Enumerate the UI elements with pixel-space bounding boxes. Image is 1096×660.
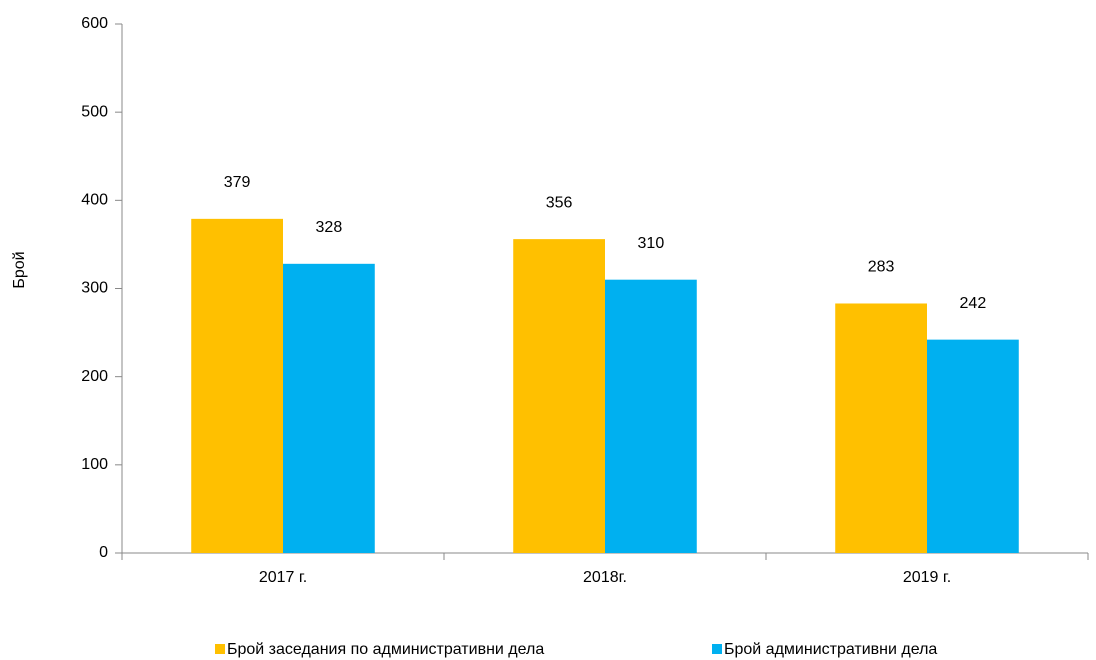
data-label: 310 [638, 235, 665, 252]
y-tick-label: 500 [81, 103, 108, 120]
bar [191, 218, 283, 553]
y-tick-label: 200 [81, 368, 108, 385]
data-label: 379 [224, 174, 251, 191]
x-tick-label: 2017 г. [259, 569, 307, 586]
bar [835, 303, 927, 553]
x-tick-label: 2019 г. [903, 569, 951, 586]
bar [927, 339, 1019, 553]
y-axis-label: Брой [11, 251, 28, 288]
bar [605, 279, 697, 553]
y-tick-label: 100 [81, 456, 108, 473]
legend-swatch [712, 644, 722, 654]
y-tick-label: 600 [81, 15, 108, 32]
data-label: 356 [546, 194, 573, 211]
y-tick-label: 400 [81, 192, 108, 209]
bar [283, 263, 375, 553]
legend-label: Брой административни дела [724, 641, 937, 658]
legend-label: Брой заседания по административни дела [227, 641, 544, 658]
data-label: 242 [960, 295, 987, 312]
y-tick-label: 300 [81, 280, 108, 297]
data-label: 283 [868, 259, 895, 276]
bar [513, 239, 605, 554]
legend-swatch [215, 644, 225, 654]
x-tick-label: 2018г. [583, 569, 627, 586]
data-label: 328 [316, 219, 343, 236]
y-tick-label: 0 [99, 544, 108, 561]
